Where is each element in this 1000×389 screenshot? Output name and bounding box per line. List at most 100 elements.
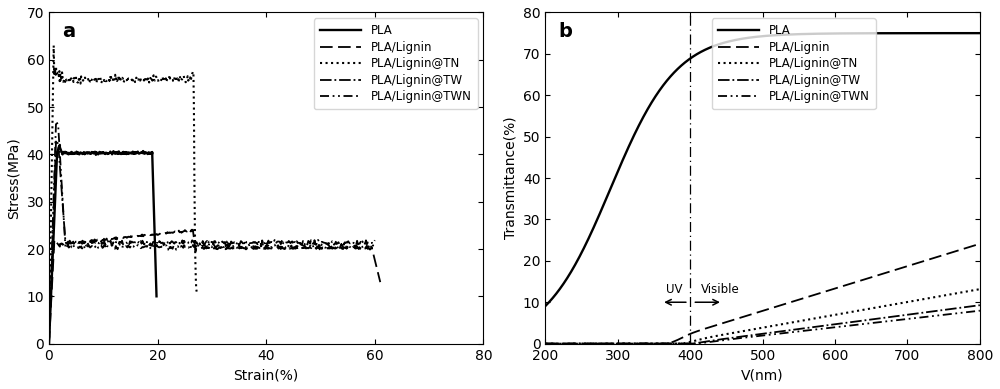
PLA/Lignin — [297, 246, 309, 251]
PLA/Lignin@TN — [126, 77, 138, 82]
PLA/Lignin@TWN — [597, 341, 609, 346]
PLA/Lignin — [777, 302, 789, 307]
PLA — [48, 218, 60, 223]
PLA/Lignin@TN — [974, 287, 986, 291]
PLA/Lignin@TN — [686, 339, 698, 344]
PLA/Lignin@TN — [613, 341, 625, 346]
PLA/Lignin@TW — [46, 243, 58, 248]
PLA/Lignin — [105, 237, 117, 241]
PLA/Lignin@TN — [539, 341, 551, 346]
Line: PLA: PLA — [545, 33, 980, 306]
Text: Visible: Visible — [701, 283, 740, 296]
PLA/Lignin — [768, 305, 780, 310]
Y-axis label: Stress(MPa): Stress(MPa) — [7, 137, 21, 219]
PLA — [56, 149, 68, 154]
Text: b: b — [558, 23, 572, 41]
PLA — [144, 151, 156, 155]
PLA — [43, 341, 55, 346]
PLA — [539, 304, 551, 308]
PLA/Lignin@TWN — [613, 341, 625, 346]
PLA/Lignin@TWN — [50, 119, 62, 124]
PLA/Lignin@TN — [48, 43, 60, 48]
Line: PLA/Lignin@TW: PLA/Lignin@TW — [49, 140, 375, 343]
PLA/Lignin@TW — [686, 341, 698, 346]
PLA/Lignin — [287, 246, 299, 251]
PLA/Lignin — [187, 227, 199, 232]
PLA/Lignin@TWN — [686, 341, 698, 346]
Line: PLA/Lignin: PLA/Lignin — [545, 244, 980, 343]
PLA/Lignin@TW — [43, 341, 55, 346]
PLA/Lignin@TW — [728, 335, 740, 340]
Text: UV: UV — [666, 283, 683, 296]
PLA/Lignin@TN — [768, 323, 780, 328]
PLA — [974, 31, 986, 35]
Line: PLA/Lignin@TW: PLA/Lignin@TW — [545, 305, 980, 343]
PLA/Lignin@TW — [539, 341, 551, 346]
PLA/Lignin@TW — [768, 330, 780, 335]
PLA — [141, 151, 153, 156]
PLA/Lignin — [43, 341, 55, 346]
X-axis label: V(nm): V(nm) — [741, 368, 784, 382]
PLA/Lignin@TWN — [46, 235, 58, 239]
PLA/Lignin@TN — [597, 341, 609, 346]
PLA/Lignin@TWN — [768, 332, 780, 336]
PLA/Lignin@TWN — [539, 341, 551, 346]
PLA/Lignin@TN — [777, 322, 789, 326]
PLA/Lignin@TN — [191, 289, 203, 294]
PLA/Lignin@TWN — [43, 341, 55, 346]
PLA/Lignin@TN — [101, 79, 113, 84]
PLA — [768, 33, 780, 38]
Line: PLA/Lignin@TWN: PLA/Lignin@TWN — [49, 121, 375, 343]
PLA/Lignin@TWN — [728, 336, 740, 341]
PLA/Lignin@TW — [597, 341, 609, 346]
PLA/Lignin@TN — [117, 80, 129, 85]
PLA/Lignin@TWN — [974, 308, 986, 313]
Line: PLA/Lignin@TN: PLA/Lignin@TN — [545, 289, 980, 343]
Line: PLA/Lignin@TN: PLA/Lignin@TN — [49, 46, 197, 343]
PLA/Lignin@TW — [182, 241, 194, 245]
PLA — [54, 143, 66, 147]
PLA — [777, 32, 789, 37]
PLA — [728, 38, 740, 43]
PLA/Lignin — [119, 235, 131, 240]
PLA/Lignin@TWN — [304, 244, 316, 248]
PLA/Lignin@TN — [51, 71, 63, 76]
PLA/Lignin — [539, 341, 551, 346]
PLA/Lignin@TWN — [777, 331, 789, 336]
PLA/Lignin@TW — [164, 241, 176, 246]
PLA/Lignin — [117, 236, 129, 240]
PLA/Lignin@TW — [50, 138, 62, 142]
PLA/Lignin — [974, 242, 986, 246]
Legend: PLA, PLA/Lignin, PLA/Lignin@TN, PLA/Lignin@TW, PLA/Lignin@TWN: PLA, PLA/Lignin, PLA/Lignin@TN, PLA/Lign… — [314, 18, 478, 109]
PLA/Lignin@TW — [613, 341, 625, 346]
Line: PLA/Lignin@TWN: PLA/Lignin@TWN — [545, 311, 980, 343]
PLA/Lignin@TW — [304, 241, 316, 246]
PLA — [151, 294, 163, 299]
PLA — [597, 204, 609, 209]
PLA/Lignin@TWN — [354, 247, 366, 252]
PLA — [686, 55, 698, 60]
PLA/Lignin@TN — [728, 330, 740, 335]
Legend: PLA, PLA/Lignin, PLA/Lignin@TN, PLA/Lignin@TW, PLA/Lignin@TWN: PLA, PLA/Lignin, PLA/Lignin@TN, PLA/Lign… — [712, 18, 876, 109]
PLA/Lignin@TWN — [369, 245, 381, 250]
PLA/Lignin@TN — [164, 79, 176, 83]
PLA/Lignin — [374, 280, 386, 284]
PLA — [52, 148, 64, 152]
Y-axis label: Transmittance(%): Transmittance(%) — [503, 117, 517, 239]
PLA/Lignin@TWN — [122, 243, 134, 248]
PLA/Lignin@TWN — [182, 245, 194, 249]
PLA/Lignin@TW — [354, 242, 366, 246]
PLA/Lignin@TN — [163, 77, 175, 81]
PLA/Lignin@TW — [122, 240, 134, 245]
X-axis label: Strain(%): Strain(%) — [234, 368, 299, 382]
PLA/Lignin@TW — [777, 329, 789, 333]
PLA/Lignin — [597, 341, 609, 346]
PLA/Lignin@TN — [43, 341, 55, 346]
Text: a: a — [62, 23, 75, 41]
PLA/Lignin — [307, 246, 319, 251]
PLA/Lignin@TW — [369, 238, 381, 243]
PLA/Lignin@TW — [974, 303, 986, 308]
PLA/Lignin — [728, 317, 740, 322]
PLA/Lignin — [686, 331, 698, 336]
PLA/Lignin@TWN — [164, 246, 176, 251]
